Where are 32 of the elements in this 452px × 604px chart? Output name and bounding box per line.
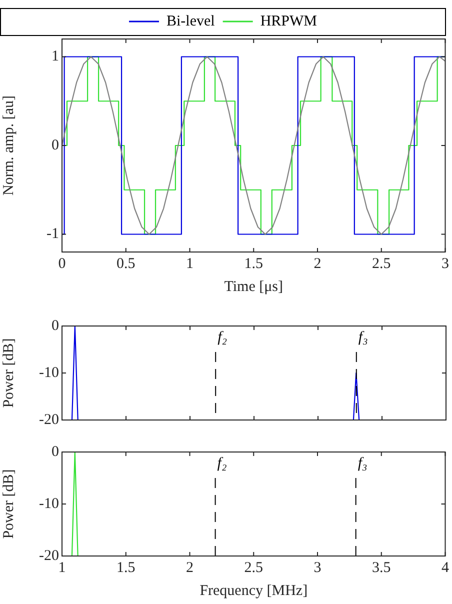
x-axis-title: Frequency [MHz] [200, 582, 308, 599]
x-tick-label: 1.5 [116, 560, 136, 576]
y-tick-label: -20 [39, 548, 59, 564]
y-axis-title: Power [dB] [0, 338, 17, 408]
y-tick-label: -1 [46, 226, 59, 242]
x-tick-label: 2 [186, 560, 194, 576]
x-tick-label: 1.5 [244, 256, 263, 272]
legend-label: HRPWM [260, 13, 318, 30]
x-tick-label: 3.5 [372, 560, 391, 576]
ref-line-label: f₂ [217, 455, 227, 472]
y-tick-label: 1 [52, 48, 59, 65]
y-axis-title: Norm. amp. [au] [0, 96, 17, 196]
x-axis-title: Time [μs] [224, 278, 283, 295]
x-tick-label: 0.5 [116, 256, 136, 272]
x-tick-label: 1 [186, 256, 194, 272]
x-tick-label: 3 [314, 560, 322, 576]
x-tick-label: 2 [314, 256, 322, 272]
ref-line-label: f₂ [218, 329, 227, 346]
y-tick-label: -10 [39, 364, 59, 381]
legend-label: Bi-level [166, 13, 215, 30]
y-tick-label: 0 [52, 444, 59, 460]
y-tick-label: 0 [52, 318, 59, 334]
y-tick-label: 0 [52, 137, 59, 154]
x-tick-label: 2.5 [244, 560, 263, 576]
ref-line-label: f₃ [358, 455, 368, 472]
y-tick-label: -10 [39, 496, 59, 512]
x-tick-label: 3 [442, 256, 449, 272]
y-tick-label: -20 [39, 412, 59, 428]
x-tick-label: 2.5 [372, 256, 391, 272]
ref-line-label: f₃ [358, 329, 368, 346]
y-axis-title: Power [dB] [0, 469, 17, 539]
x-tick-label: 4 [442, 560, 450, 576]
